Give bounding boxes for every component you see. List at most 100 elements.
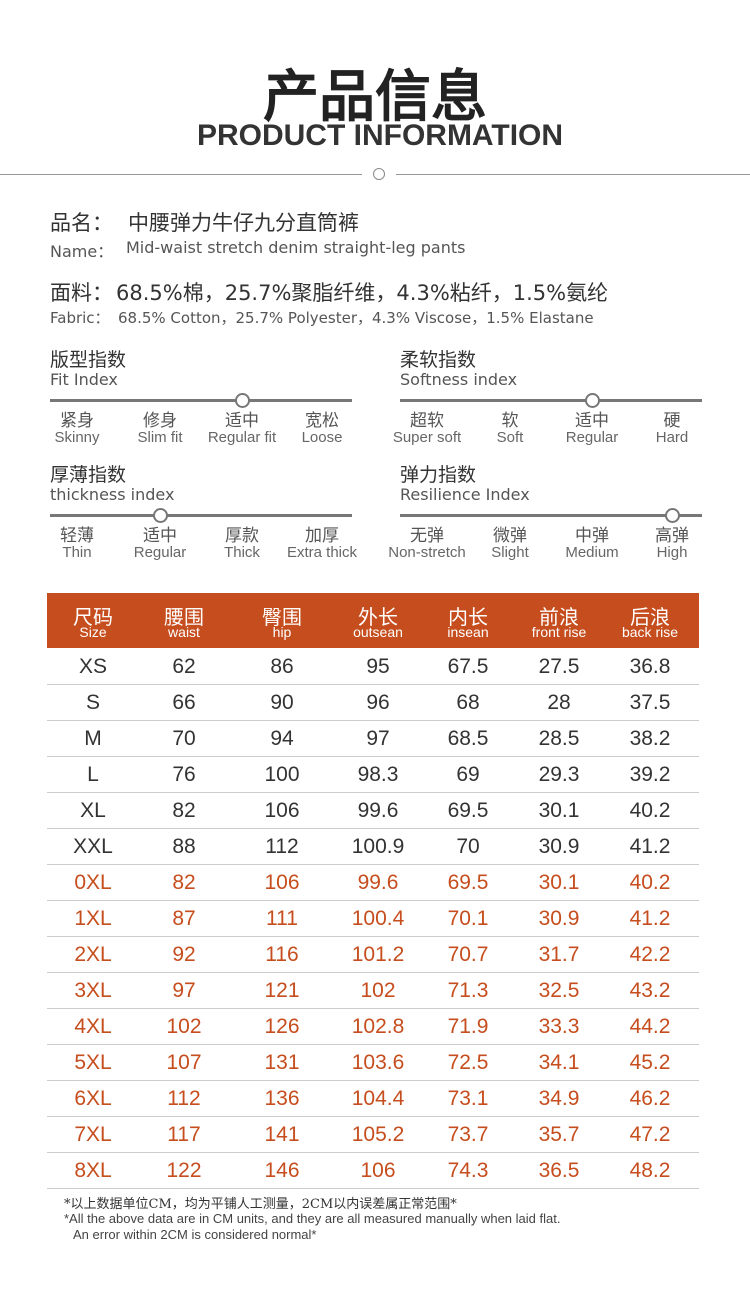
option-en: Slight xyxy=(491,544,529,561)
cell: 100.9 xyxy=(351,835,405,858)
cell: 70 xyxy=(172,727,196,750)
cell: 103.6 xyxy=(351,1051,405,1074)
header-cn: 内长 xyxy=(448,605,488,629)
cell: 3XL xyxy=(74,979,112,1002)
cell: 28.5 xyxy=(538,727,580,750)
option-en: Slim fit xyxy=(137,429,183,446)
cell: 76 xyxy=(172,763,196,786)
header-en: Size xyxy=(79,624,107,640)
cell: 82 xyxy=(172,799,196,822)
option-en: Regular xyxy=(133,544,187,561)
cell: 69.5 xyxy=(447,799,489,822)
row-line xyxy=(47,684,699,685)
cell: 4XL xyxy=(74,1015,112,1038)
option-en: Thin xyxy=(62,544,92,561)
option-cn: 紧身 xyxy=(60,411,94,431)
cell: XS xyxy=(78,655,108,678)
cell: 35.7 xyxy=(538,1123,580,1146)
divider-dot xyxy=(373,168,385,180)
option-cn: 适中 xyxy=(143,526,177,546)
cell: 107 xyxy=(166,1051,202,1074)
cell: 112 xyxy=(265,835,299,858)
cell: 41.2 xyxy=(629,907,671,930)
cell: 30.9 xyxy=(538,907,580,930)
cell: 100.4 xyxy=(351,907,405,930)
header-cn: 后浪 xyxy=(630,605,670,629)
cell: 95 xyxy=(366,655,390,678)
note: *All the above data are in CM units, and… xyxy=(64,1211,561,1226)
cell: 71.3 xyxy=(447,979,489,1002)
cell: 67.5 xyxy=(447,655,489,678)
cell: 42.2 xyxy=(629,943,671,966)
cell: 97 xyxy=(366,727,390,750)
option-en: Regular fit xyxy=(207,429,277,446)
index-title: 柔软指数 xyxy=(400,349,477,371)
fabric-value-en: 68.5% Cotton，25.7% Polyester，4.3% Viscos… xyxy=(118,309,594,327)
title: 产品信息 xyxy=(263,65,487,130)
cell: 37.5 xyxy=(629,691,671,714)
option-en: Medium xyxy=(565,544,619,561)
note: An error within 2CM is considered normal… xyxy=(73,1227,317,1242)
option-cn: 微弹 xyxy=(493,526,527,546)
cell: S xyxy=(85,691,101,714)
name-value-en: Mid-waist stretch denim straight-leg pan… xyxy=(126,238,466,257)
index-marker xyxy=(153,508,168,523)
cell: 106 xyxy=(264,799,300,822)
index-line xyxy=(400,399,702,402)
cell: 117 xyxy=(167,1123,201,1146)
cell: 6XL xyxy=(74,1087,112,1110)
option-cn: 适中 xyxy=(225,411,259,431)
index-title: 厚薄指数 xyxy=(50,464,127,486)
cell: 99.6 xyxy=(357,871,399,894)
cell: 88 xyxy=(172,835,196,858)
option-cn: 高弹 xyxy=(655,526,689,546)
fabric-label: 面料： xyxy=(50,281,113,305)
option-cn: 中弹 xyxy=(575,526,609,546)
table-header-bar xyxy=(47,593,699,648)
cell: 73.1 xyxy=(447,1087,489,1110)
index-title-en: Fit Index xyxy=(50,370,118,389)
cell: 44.2 xyxy=(629,1015,671,1038)
index-line xyxy=(50,399,352,402)
option-en: Hard xyxy=(655,429,689,446)
header-en: outsean xyxy=(353,624,403,640)
header-en: hip xyxy=(272,624,292,640)
cell: 34.9 xyxy=(538,1087,580,1110)
row-line xyxy=(47,864,699,865)
fabric-label-en: Fabric： xyxy=(50,309,110,327)
cell: 102 xyxy=(166,1015,202,1038)
cell: 70 xyxy=(456,835,480,858)
cell: 146 xyxy=(264,1159,300,1182)
option-cn: 厚款 xyxy=(225,526,259,546)
cell: 36.8 xyxy=(629,655,671,678)
cell: 47.2 xyxy=(629,1123,671,1146)
option-en: Soft xyxy=(496,429,524,446)
index-title-en: Softness index xyxy=(400,370,518,389)
row-line xyxy=(47,1116,699,1117)
row-line xyxy=(47,1188,699,1189)
option-en: Extra thick xyxy=(286,544,358,561)
row-line xyxy=(47,756,699,757)
cell: 126 xyxy=(264,1015,300,1038)
cell: 105.2 xyxy=(351,1123,405,1146)
header-cn: 腰围 xyxy=(164,605,204,629)
cell: 2XL xyxy=(74,943,112,966)
option-cn: 宽松 xyxy=(305,411,339,431)
row-line xyxy=(47,1044,699,1045)
cell: 92 xyxy=(172,943,196,966)
cell: 69 xyxy=(456,763,480,786)
cell: 30.9 xyxy=(538,835,580,858)
cell: XL xyxy=(80,799,106,822)
cell: 106 xyxy=(264,871,300,894)
option-en: Non-stretch xyxy=(388,544,466,561)
cell: 7XL xyxy=(74,1123,112,1146)
row-line xyxy=(47,936,699,937)
cell: 30.1 xyxy=(538,799,580,822)
header-cn: 外长 xyxy=(358,605,398,629)
cell: 102 xyxy=(360,979,396,1002)
index-line xyxy=(400,514,702,517)
index-marker xyxy=(585,393,600,408)
cell: 45.2 xyxy=(629,1051,671,1074)
cell: 111 xyxy=(266,907,298,930)
cell: 69.5 xyxy=(447,871,489,894)
